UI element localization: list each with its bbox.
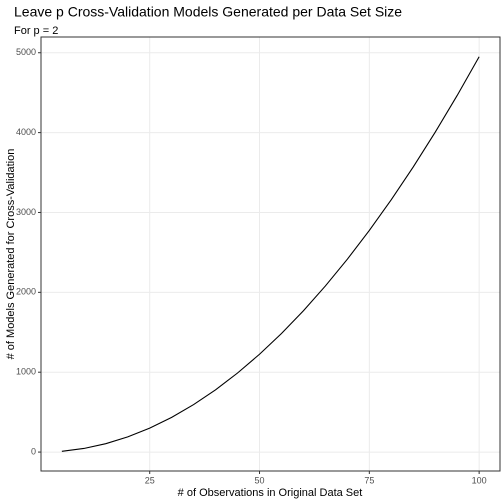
y-tick-label: 0 bbox=[31, 446, 36, 456]
x-tick-label: 100 bbox=[472, 475, 487, 485]
x-tick-label: 75 bbox=[364, 475, 374, 485]
y-tick-label: 2000 bbox=[16, 287, 36, 297]
x-axis-title: # of Observations in Original Data Set bbox=[178, 487, 363, 499]
line bbox=[61, 56, 480, 452]
y-tick-label: 4000 bbox=[16, 127, 36, 137]
panel-border bbox=[40, 36, 501, 472]
y-tick-label: 5000 bbox=[16, 47, 36, 57]
y-tick-label: 1000 bbox=[16, 367, 36, 377]
chart-subtitle: For p = 2 bbox=[14, 25, 58, 37]
x-tick-label: 50 bbox=[255, 475, 265, 485]
y-axis-title: # of Models Generated for Cross-Validati… bbox=[5, 149, 17, 360]
chart-title: Leave p Cross-Validation Models Generate… bbox=[14, 4, 402, 20]
y-tick-label: 3000 bbox=[16, 207, 36, 217]
x-tick-label: 25 bbox=[145, 475, 155, 485]
